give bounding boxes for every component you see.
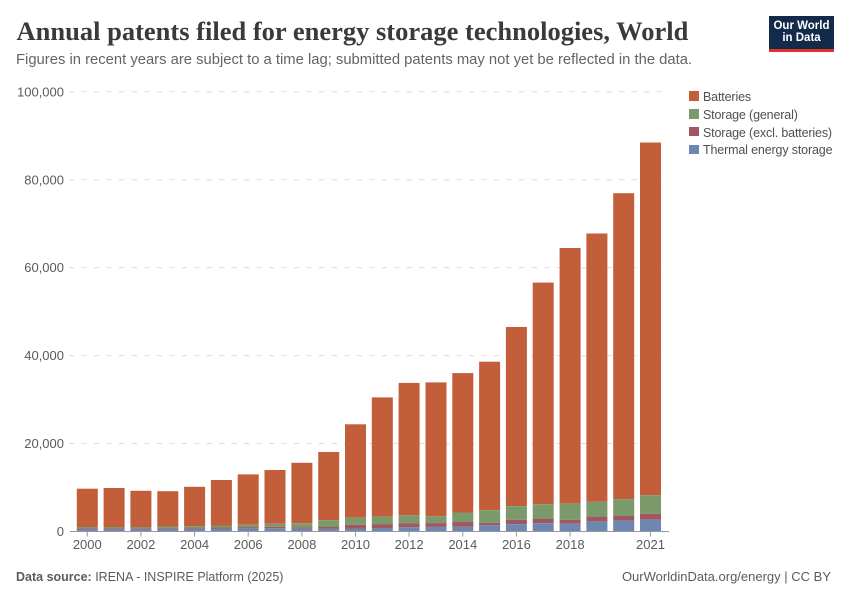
svg-text:2014: 2014 [448, 537, 477, 552]
svg-text:2012: 2012 [395, 537, 424, 552]
svg-text:2021: 2021 [636, 537, 665, 552]
svg-text:2002: 2002 [126, 537, 155, 552]
svg-text:2006: 2006 [234, 537, 263, 552]
svg-text:2008: 2008 [287, 537, 316, 552]
svg-text:20,000: 20,000 [24, 436, 64, 451]
svg-text:40,000: 40,000 [24, 348, 64, 363]
svg-text:80,000: 80,000 [24, 172, 64, 187]
svg-text:2016: 2016 [502, 537, 531, 552]
svg-text:2004: 2004 [180, 537, 209, 552]
svg-text:2000: 2000 [73, 537, 102, 552]
svg-text:100,000: 100,000 [17, 84, 64, 99]
svg-text:60,000: 60,000 [24, 260, 64, 275]
svg-text:0: 0 [57, 524, 64, 539]
svg-text:2018: 2018 [556, 537, 585, 552]
svg-text:2010: 2010 [341, 537, 370, 552]
